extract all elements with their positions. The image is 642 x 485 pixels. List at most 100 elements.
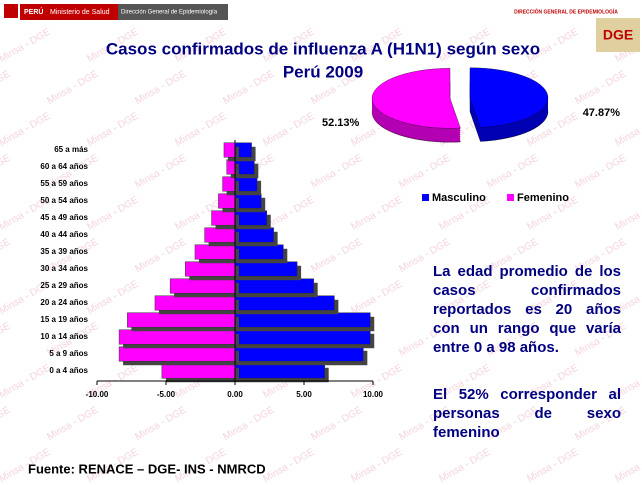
bar [204,227,236,243]
pie-label: 47.87% [583,107,621,119]
watermark: Minsa - DGE [349,279,404,317]
watermark: Minsa - DGE [0,405,13,443]
watermark: Minsa - DGE [349,195,404,233]
bar [211,210,236,226]
pie-label: 52.13% [322,117,360,129]
x-tick-label: -5.00 [157,390,176,399]
bar [185,261,236,277]
watermark: Minsa - DGE [0,321,13,359]
watermark: Minsa - DGE [349,447,404,485]
bar [234,278,314,294]
ministry: Ministerio de Salud [50,9,110,16]
watermark: Minsa - DGE [133,237,188,275]
watermark: Minsa - DGE [45,405,100,443]
watermark: Minsa - DGE [85,279,140,317]
bar [234,329,371,345]
bar [234,295,335,311]
x-tick-label: 0.00 [227,390,243,399]
right-logo-box [596,18,640,52]
watermark: Minsa - DGE [309,153,364,191]
bar [218,193,236,209]
y-tick-label: 10 a 14 años [40,332,88,341]
y-tick-label: 20 a 24 años [40,298,88,307]
watermark: Minsa - DGE [45,69,100,107]
legend-label: Masculino [432,192,486,204]
bar [234,227,274,243]
watermark: Minsa - DGE [0,363,53,401]
logo-mark [4,4,18,18]
watermark: Minsa - DGE [485,153,540,191]
watermark: Minsa - DGE [525,447,580,485]
x-tick-label: -10.00 [86,390,109,399]
y-tick-label: 0 a 4 años [49,366,88,375]
y-tick-label: 15 a 19 años [40,315,88,324]
logo-bar [20,4,150,20]
watermark: Minsa - DGE [85,111,140,149]
bar [161,363,236,379]
bar [223,142,236,158]
bar [234,244,284,260]
y-tick-label: 35 a 39 años [40,247,88,256]
legend-swatch [507,194,514,201]
y-tick-label: 60 a 64 años [40,162,88,171]
right-org: DIRECCIÓN GENERAL DE EPIDEMIOLOGÍA [514,7,618,15]
y-tick-label: 55 a 59 años [40,179,88,188]
watermark: Minsa - DGE [397,153,452,191]
bar [234,312,371,328]
bar [226,159,236,175]
watermark: Minsa - DGE [221,69,276,107]
watermark: Minsa - DGE [133,405,188,443]
pie-slice [469,67,549,128]
watermark: Minsa - DGE [173,111,228,149]
bar [118,329,236,345]
bar [194,244,236,260]
watermark: Minsa - DGE [261,111,316,149]
note: La edad promedio de los casos confirmado… [433,263,621,356]
logo-bar [118,4,228,20]
y-tick-label: 65 a más [54,145,88,154]
title: Perú 2009 [283,62,363,81]
bar [222,176,236,192]
watermark: Minsa - DGE [573,69,628,107]
direction: Dirección General de Epidemiología [121,10,218,16]
bar [234,363,325,379]
bar [169,278,236,294]
country: PERÚ [24,7,43,16]
title: Casos confirmados de influenza A (H1N1) … [106,39,540,58]
bar [234,346,364,362]
watermark: Minsa - DGE [573,153,628,191]
watermark: Minsa - DGE [261,447,316,485]
y-tick-label: 25 a 29 años [40,281,88,290]
watermark: Minsa - DGE [0,111,53,149]
watermark: Minsa - DGE [309,405,364,443]
source: Fuente: RENACE – DGE- INS - NMRCD [28,461,266,476]
watermark: Minsa - DGE [0,153,13,191]
x-tick-label: 5.00 [296,390,312,399]
watermark: Minsa - DGE [133,153,188,191]
watermark: Minsa - DGE [0,27,53,65]
watermark: Minsa - DGE [613,447,642,485]
bar [127,312,236,328]
watermark: Minsa - DGE [309,237,364,275]
y-tick-label: 30 a 34 años [40,264,88,273]
y-tick-label: 45 a 49 años [40,213,88,222]
pie-slice [371,68,461,129]
bar [234,210,267,226]
watermark: Minsa - DGE [221,405,276,443]
watermark: Minsa - DGE [613,195,642,233]
legend-label: Femenino [517,192,569,204]
watermark: Minsa - DGE [133,69,188,107]
bar [154,295,236,311]
bar [234,261,298,277]
watermark: Minsa - DGE [85,195,140,233]
y-tick-label: 40 a 44 años [40,230,88,239]
watermark: Minsa - DGE [437,447,492,485]
x-tick-label: 10.00 [363,390,384,399]
y-tick-label: 5 a 9 años [49,349,88,358]
y-tick-label: 50 a 54 años [40,196,88,205]
bar [118,346,236,362]
watermark: Minsa - DGE [0,69,13,107]
legend-swatch [422,194,429,201]
